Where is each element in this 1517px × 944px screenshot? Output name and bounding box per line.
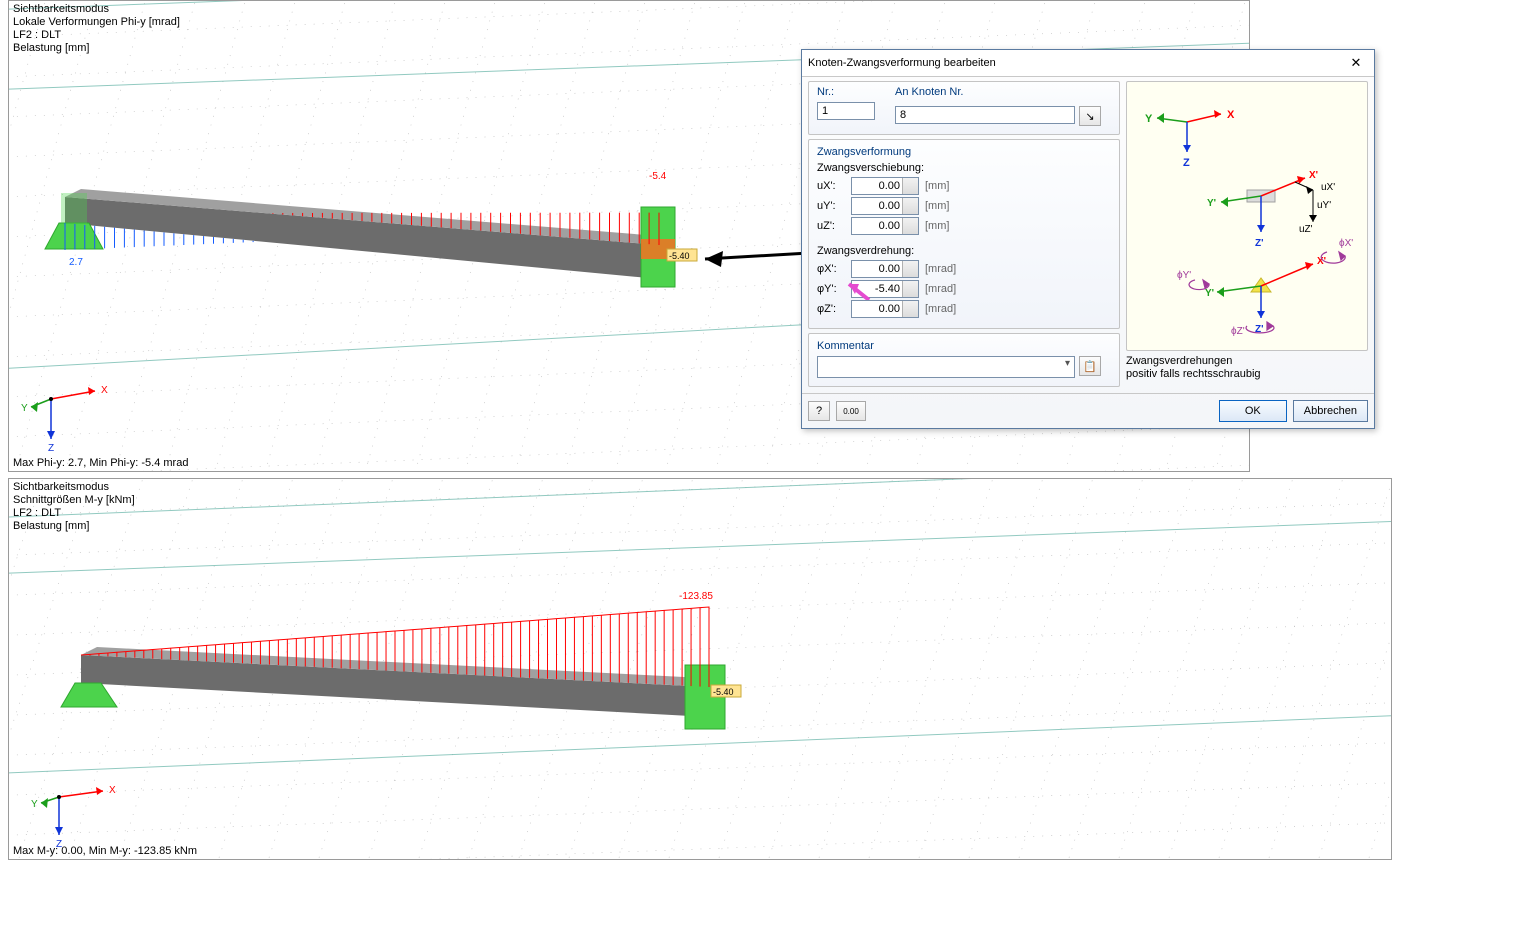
group-kommentar-title: Kommentar [817,340,1111,352]
svg-text:uY': uY' [1317,200,1331,211]
vp-top-info-line3: LF2 : DLT [13,29,180,42]
nr-input[interactable] [817,102,875,120]
vp-bot-info-line1: Sichtbarkeitsmodus [13,481,135,494]
value-tag-bot-text: -5.40 [713,687,734,697]
uy-unit: [mm] [925,200,949,212]
viewport-bottom-footer: Max M-y: 0.00, Min M-y: -123.85 kNm [13,845,197,857]
svg-text:X: X [109,785,116,796]
phiz-input[interactable] [851,300,919,318]
phiz-unit: [mrad] [925,303,956,315]
uy-label: uY': [817,200,845,212]
svg-text:Y: Y [21,403,28,414]
vp-bot-info-line4: Belastung [mm] [13,520,135,533]
pick-node-icon[interactable]: ↘ [1079,106,1101,126]
group-zwangsverformung-title: Zwangsverformung [817,146,1111,158]
axis-diagram-panel: X Y Z X' uX' Y' [1126,81,1368,351]
svg-text:X': X' [1309,170,1318,181]
svg-text:uX': uX' [1321,182,1335,193]
ux-input[interactable] [851,177,919,195]
viewport-bottom-info: Sichtbarkeitsmodus Schnittgrößen M-y [kN… [13,481,135,533]
phi-neg-label: -5.4 [649,171,667,182]
viewport-top-info: Sichtbarkeitsmodus Lokale Verformungen P… [13,3,180,55]
axis-gizmo-top: X Y Z [21,385,108,454]
comment-select[interactable] [817,356,1075,378]
displacement-title: Zwangsverschiebung: [817,162,1111,174]
uz-unit: [mm] [925,220,949,232]
cancel-button[interactable]: Abbrechen [1293,400,1368,422]
close-icon[interactable]: ✕ [1344,55,1368,71]
uz-input[interactable] [851,217,919,235]
vp-bot-info-line2: Schnittgrößen M-y [kNm] [13,494,135,507]
svg-text:Z': Z' [1255,238,1264,249]
svg-text:Z: Z [1183,157,1190,169]
diagram-caption-2: positiv falls rechtsschraubig [1126,368,1368,381]
svg-text:Y': Y' [1207,198,1216,209]
axis-gizmo-bottom: X Y Z [31,785,116,850]
viewport-bottom: -123.85 -5.40 X Y Z Sichtbarkeitsmodus S… [8,478,1392,860]
phix-label: φX': [817,263,845,275]
svg-text:X: X [101,385,108,396]
ux-label: uX': [817,180,845,192]
svg-text:ϕX': ϕX' [1339,238,1353,249]
nr-label: Nr.: [817,86,887,98]
phiy-unit: [mrad] [925,283,956,295]
svg-text:uZ': uZ' [1299,224,1313,235]
dialog-edit-nodal-deformation: Knoten-Zwangsverformung bearbeiten ✕ Nr.… [801,49,1375,429]
phiy-label: φY': [817,283,845,295]
phiy-input[interactable] [851,280,919,298]
ux-unit: [mm] [925,180,949,192]
rotation-title: Zwangsverdrehung: [817,245,1111,257]
viewport-top-footer: Max Phi-y: 2.7, Min Phi-y: -5.4 mrad [13,457,188,469]
dialog-title-text: Knoten-Zwangsverformung bearbeiten [808,57,996,69]
svg-text:Z: Z [48,443,54,454]
vp-top-info-line2: Lokale Verformungen Phi-y [mrad] [13,16,180,29]
svg-text:Y': Y' [1205,288,1214,299]
help-button[interactable]: ? [808,401,830,421]
svg-text:Y: Y [1145,113,1153,125]
vp-top-info-line4: Belastung [mm] [13,42,180,55]
ok-button[interactable]: OK [1219,400,1287,422]
phix-unit: [mrad] [925,263,956,275]
dialog-titlebar[interactable]: Knoten-Zwangsverformung bearbeiten ✕ [802,50,1374,77]
svg-text:Y: Y [31,799,38,810]
viewport-bottom-svg: -123.85 -5.40 X Y Z [9,479,1391,859]
value-tag-top-text: -5.40 [669,251,690,261]
vp-top-info-line1: Sichtbarkeitsmodus [13,3,180,16]
an-knoten-label: An Knoten Nr. [895,86,1111,98]
vp-bot-info-line3: LF2 : DLT [13,507,135,520]
m-neg-label: -123.85 [679,591,713,602]
uy-input[interactable] [851,197,919,215]
phiz-label: φZ': [817,303,845,315]
an-knoten-input[interactable] [895,106,1075,124]
annotation-arrow-black [705,251,809,267]
phix-input[interactable] [851,260,919,278]
diagram-caption-1: Zwangsverdrehungen [1126,355,1368,368]
svg-text:ϕY': ϕY' [1177,270,1191,281]
phi-pos-label: 2.7 [69,257,83,268]
calc-button[interactable]: 0.00 [836,401,866,421]
uz-label: uZ': [817,220,845,232]
comment-library-icon[interactable]: 📋 [1079,356,1101,376]
svg-text:X: X [1227,109,1235,121]
svg-text:ϕZ': ϕZ' [1231,326,1245,337]
